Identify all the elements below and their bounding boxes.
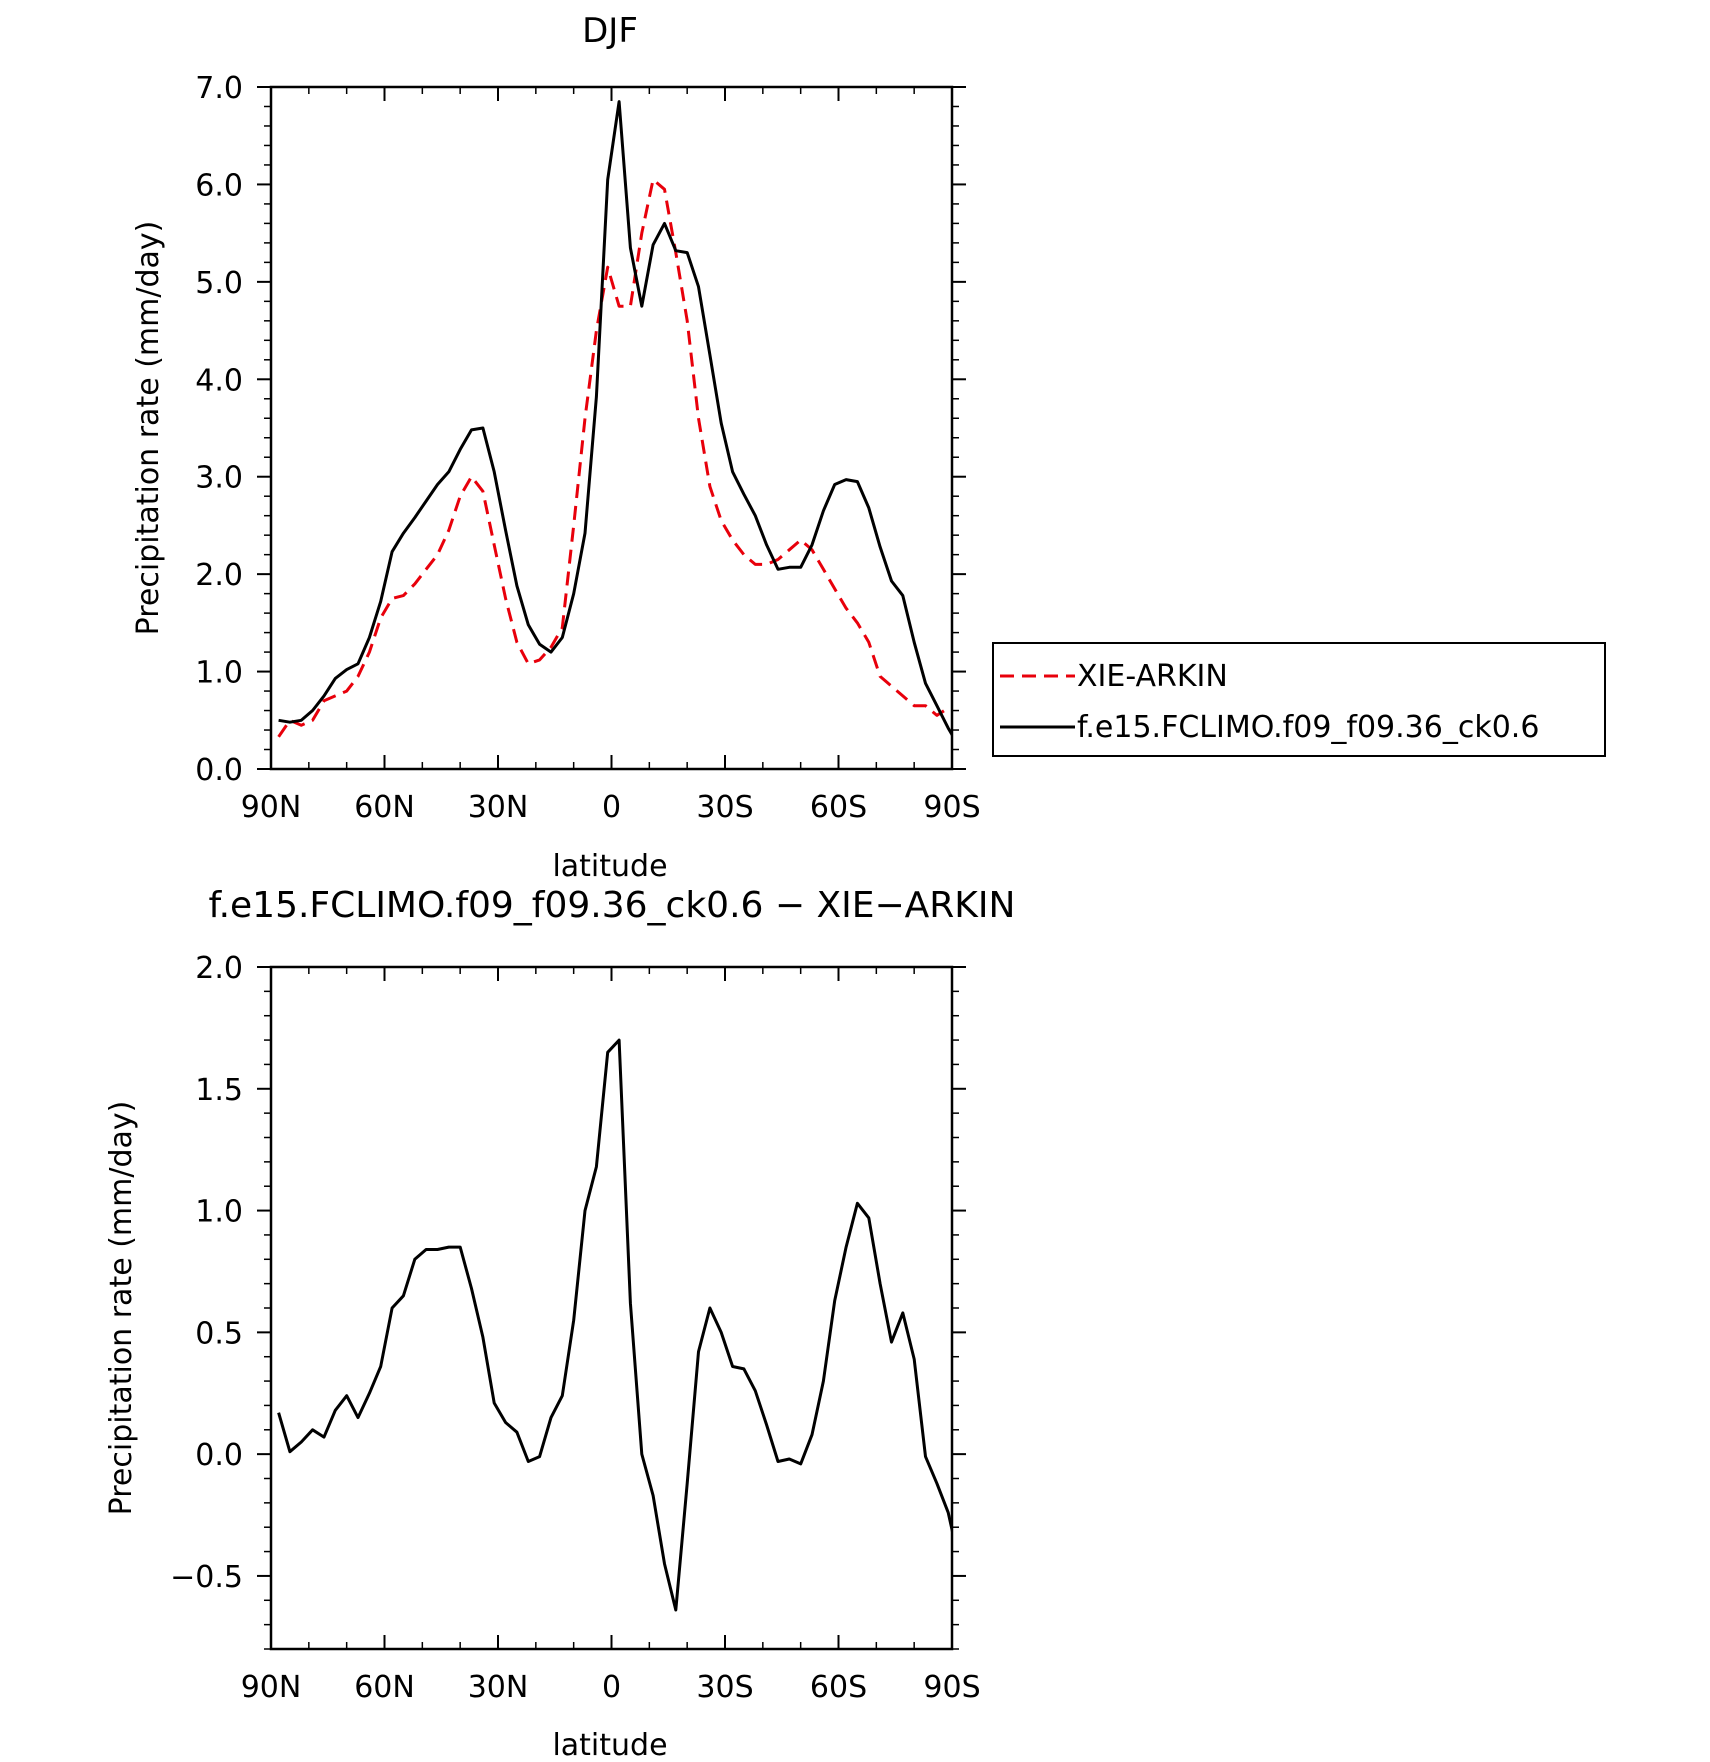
legend: XIE-ARKIN f.e15.FCLIMO.f09_f09.36_ck0.6 xyxy=(992,642,1606,757)
bottom-x-axis-title: latitude xyxy=(552,1728,667,1762)
series-line-xie-arkin xyxy=(277,178,946,738)
y-tick-label: 1.0 xyxy=(195,1195,243,1230)
bottom-panel: f.e15.FCLIMO.f09_f09.36_ck0.6 − XIE−ARKI… xyxy=(104,885,1015,1762)
series-line-model xyxy=(278,100,952,738)
x-tick-label: 60S xyxy=(810,1670,867,1705)
x-tick-label: 30S xyxy=(696,1670,753,1705)
x-tick-label: 90N xyxy=(241,790,302,825)
top-y-axis-title: Precipitation rate (mm/day) xyxy=(131,221,166,636)
legend-label-model: f.e15.FCLIMO.f09_f09.36_ck0.6 xyxy=(1077,710,1539,745)
y-tick-label: 7.0 xyxy=(195,71,243,106)
y-tick-label: −0.5 xyxy=(170,1560,243,1595)
y-tick-label: 0.5 xyxy=(195,1316,243,1351)
bottom-y-axis-title: Precipitation rate (mm/day) xyxy=(104,1101,139,1516)
x-tick-label: 30S xyxy=(696,790,753,825)
x-tick-label: 30N xyxy=(468,790,529,825)
x-tick-label: 90S xyxy=(923,1670,980,1705)
bottom-panel-title: f.e15.FCLIMO.f09_f09.36_ck0.6 − XIE−ARKI… xyxy=(209,885,1016,926)
x-tick-label: 0 xyxy=(602,1670,621,1705)
x-tick-label: 60N xyxy=(354,1670,415,1705)
y-tick-label: 5.0 xyxy=(195,266,243,301)
legend-label-xie-arkin: XIE-ARKIN xyxy=(1077,659,1228,694)
x-tick-label: 60S xyxy=(810,790,867,825)
x-tick-label: 90N xyxy=(241,1670,302,1705)
y-tick-label: 6.0 xyxy=(195,168,243,203)
x-tick-label: 90S xyxy=(923,790,980,825)
y-tick-label: 0.0 xyxy=(195,1438,243,1473)
top-x-axis-title: latitude xyxy=(552,849,667,884)
y-tick-label: 1.0 xyxy=(195,656,243,691)
top-panel-title: DJF xyxy=(582,11,638,51)
y-tick-label: 2.0 xyxy=(195,558,243,593)
bottom-plot-frame xyxy=(269,965,954,1651)
x-tick-label: 0 xyxy=(602,790,621,825)
top-plot-frame xyxy=(269,85,954,771)
legend-box xyxy=(992,642,1606,757)
x-tick-label: 30N xyxy=(468,1670,529,1705)
y-tick-label: 4.0 xyxy=(195,363,243,398)
top-panel: DJF 90N 60N 30N 0 30S 60S 90S 0.0 1.0 2.0 3.0 4.0 5.… xyxy=(131,11,1606,884)
y-tick-label: 3.0 xyxy=(195,461,243,496)
series-line-difference xyxy=(277,1038,952,1612)
y-tick-label: 1.5 xyxy=(195,1073,243,1108)
y-tick-label: 0.0 xyxy=(195,753,243,788)
x-tick-label: 60N xyxy=(354,790,415,825)
y-tick-label: 2.0 xyxy=(195,951,243,986)
